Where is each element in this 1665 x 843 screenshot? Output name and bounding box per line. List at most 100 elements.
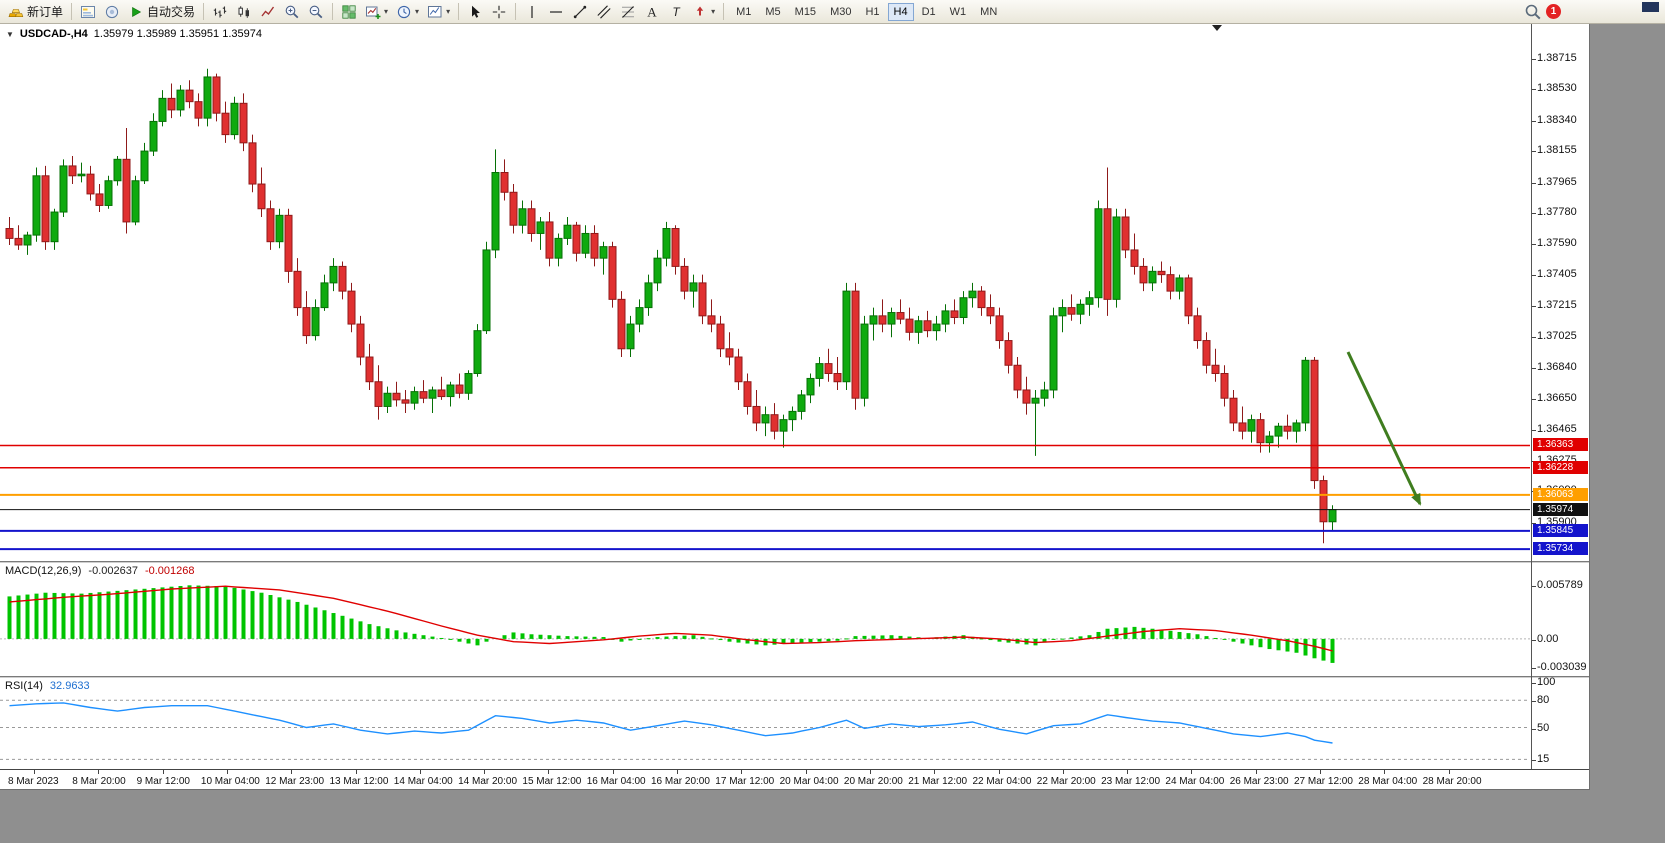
timeframe-W1[interactable]: W1 bbox=[944, 3, 973, 21]
macd-histogram-bar bbox=[1222, 638, 1227, 640]
new-chart-button[interactable]: ▾ bbox=[361, 1, 392, 23]
navigator-button[interactable] bbox=[100, 1, 124, 23]
line-chart-mode-button[interactable] bbox=[256, 1, 280, 23]
vertical-line-icon bbox=[531, 5, 533, 18]
candle-body bbox=[365, 356, 374, 383]
candlestick-mode-button[interactable] bbox=[232, 1, 256, 23]
candle-body bbox=[1112, 216, 1121, 300]
rsi-panel-canvas[interactable] bbox=[0, 678, 1531, 769]
price-axis[interactable]: 1.38715 1.38530 1.38340 1.38155 1.37965 1.377… bbox=[1531, 24, 1589, 769]
macd-histogram-bar bbox=[1069, 637, 1074, 639]
macd-histogram-bar bbox=[448, 638, 453, 640]
chart-ohlc: 1.35979 1.35989 1.35951 1.35974 bbox=[93, 28, 262, 40]
macd-histogram-bar bbox=[475, 638, 480, 646]
time-axis-label: 22 Mar 04:00 bbox=[972, 770, 1032, 787]
horizontal-line-tool-button[interactable] bbox=[544, 1, 568, 23]
candle-body bbox=[1166, 274, 1175, 292]
text-label-tool-button[interactable]: T bbox=[664, 1, 688, 23]
notification-badge[interactable]: 1 bbox=[1546, 4, 1561, 19]
candle-body bbox=[1301, 359, 1310, 424]
candle-body bbox=[707, 315, 716, 325]
candle-body bbox=[815, 363, 824, 379]
macd-histogram-bar bbox=[259, 592, 264, 639]
zoom-in-button[interactable] bbox=[280, 1, 304, 23]
timeframe-M15[interactable]: M15 bbox=[789, 3, 822, 21]
market-watch-button[interactable] bbox=[76, 1, 100, 23]
main-chart-canvas[interactable] bbox=[0, 24, 1531, 561]
text-tool-button[interactable]: A bbox=[640, 1, 664, 23]
candle-body bbox=[338, 265, 347, 292]
crosshair-icon bbox=[492, 5, 506, 18]
price-axis-label: 1.38155 bbox=[1532, 144, 1577, 157]
timeframe-M30[interactable]: M30 bbox=[824, 3, 857, 21]
bar-chart-mode-button[interactable] bbox=[208, 1, 232, 23]
macd-histogram-bar bbox=[1177, 631, 1182, 639]
time-axis-label: 8 Mar 2023 bbox=[8, 770, 59, 787]
tile-windows-button[interactable] bbox=[337, 1, 361, 23]
chart-window: ▼ USDCAD-,H4 1.35979 1.35989 1.35951 1.3… bbox=[0, 24, 1590, 790]
macd-histogram-bar bbox=[43, 592, 48, 639]
arrows-tool-button[interactable]: ▾ bbox=[688, 1, 719, 23]
time-axis-label: 23 Mar 12:00 bbox=[1101, 770, 1161, 787]
timeframe-H4[interactable]: H4 bbox=[887, 2, 914, 21]
candle-body bbox=[437, 389, 446, 398]
macd-histogram-bar bbox=[817, 638, 822, 642]
panel-splitter[interactable] bbox=[0, 676, 1589, 678]
candle-body bbox=[932, 323, 941, 332]
candle-body bbox=[1148, 270, 1157, 284]
fibonacci-icon bbox=[622, 5, 635, 18]
chart-scroll-marker-icon[interactable] bbox=[1212, 25, 1222, 31]
horizontal-line-icon bbox=[550, 10, 563, 13]
new-order-button[interactable]: 新订单 bbox=[4, 1, 67, 23]
timeframe-D1[interactable]: D1 bbox=[916, 3, 942, 21]
candle-body bbox=[941, 310, 950, 325]
macd-histogram-bar bbox=[385, 628, 390, 639]
period-button[interactable]: ▾ bbox=[392, 1, 423, 23]
macd-histogram-bar bbox=[205, 585, 210, 639]
toolbar-separator bbox=[515, 3, 517, 20]
fibonacci-tool-button[interactable] bbox=[616, 1, 640, 23]
timeframe-H1[interactable]: H1 bbox=[859, 3, 885, 21]
macd-histogram-bar bbox=[1006, 638, 1011, 643]
candle-body bbox=[203, 76, 212, 119]
trend-arrow-annotation[interactable] bbox=[1346, 351, 1422, 506]
candle-body bbox=[1022, 389, 1031, 404]
market-watch-icon bbox=[81, 5, 96, 18]
macd-histogram-bar bbox=[214, 586, 219, 639]
time-axis[interactable]: 8 Mar 2023 8 Mar 20:00 9 Mar 12:00 10 Mar 0… bbox=[0, 769, 1589, 789]
macd-histogram-bar bbox=[574, 636, 579, 639]
macd-histogram-bar bbox=[835, 638, 840, 641]
timeframe-M5[interactable]: M5 bbox=[759, 3, 786, 21]
macd-histogram-bar bbox=[367, 624, 372, 639]
macd-panel-canvas[interactable] bbox=[0, 563, 1531, 676]
timeframe-MN[interactable]: MN bbox=[974, 3, 1003, 21]
dropdown-caret: ▾ bbox=[446, 6, 451, 16]
templates-button[interactable]: ▾ bbox=[423, 1, 454, 23]
vertical-line-tool-button[interactable] bbox=[520, 1, 544, 23]
macd-indicator-label: MACD(12,26,9) -0.002637 -0.001268 bbox=[5, 565, 195, 577]
candle-body bbox=[1256, 419, 1265, 444]
time-axis-label: 16 Mar 04:00 bbox=[586, 770, 646, 787]
candle-body bbox=[716, 323, 725, 350]
zoom-out-button[interactable] bbox=[304, 1, 328, 23]
macd-histogram-bar bbox=[772, 638, 777, 645]
macd-histogram-bar bbox=[304, 604, 309, 639]
timeframe-M1[interactable]: M1 bbox=[730, 3, 757, 21]
chart-menu-icon[interactable]: ▼ bbox=[6, 29, 14, 39]
time-axis-label: 12 Mar 23:00 bbox=[265, 770, 325, 787]
candle-body bbox=[626, 323, 635, 350]
macd-histogram-bar bbox=[439, 637, 444, 639]
candle-body bbox=[104, 180, 113, 206]
channel-tool-button[interactable] bbox=[592, 1, 616, 23]
panel-splitter[interactable] bbox=[0, 561, 1589, 563]
bar-chart-icon bbox=[213, 6, 227, 17]
auto-trading-button[interactable]: 自动交易 bbox=[124, 1, 199, 23]
macd-histogram-bar bbox=[988, 638, 993, 641]
trendline-tool-button[interactable] bbox=[568, 1, 592, 23]
macd-histogram-bar bbox=[349, 618, 354, 639]
price-axis-divider bbox=[1531, 24, 1532, 769]
cursor-tool-button[interactable] bbox=[463, 1, 487, 23]
crosshair-tool-button[interactable] bbox=[487, 1, 511, 23]
auto-trading-icon bbox=[132, 6, 142, 17]
search-button[interactable] bbox=[1520, 1, 1546, 23]
